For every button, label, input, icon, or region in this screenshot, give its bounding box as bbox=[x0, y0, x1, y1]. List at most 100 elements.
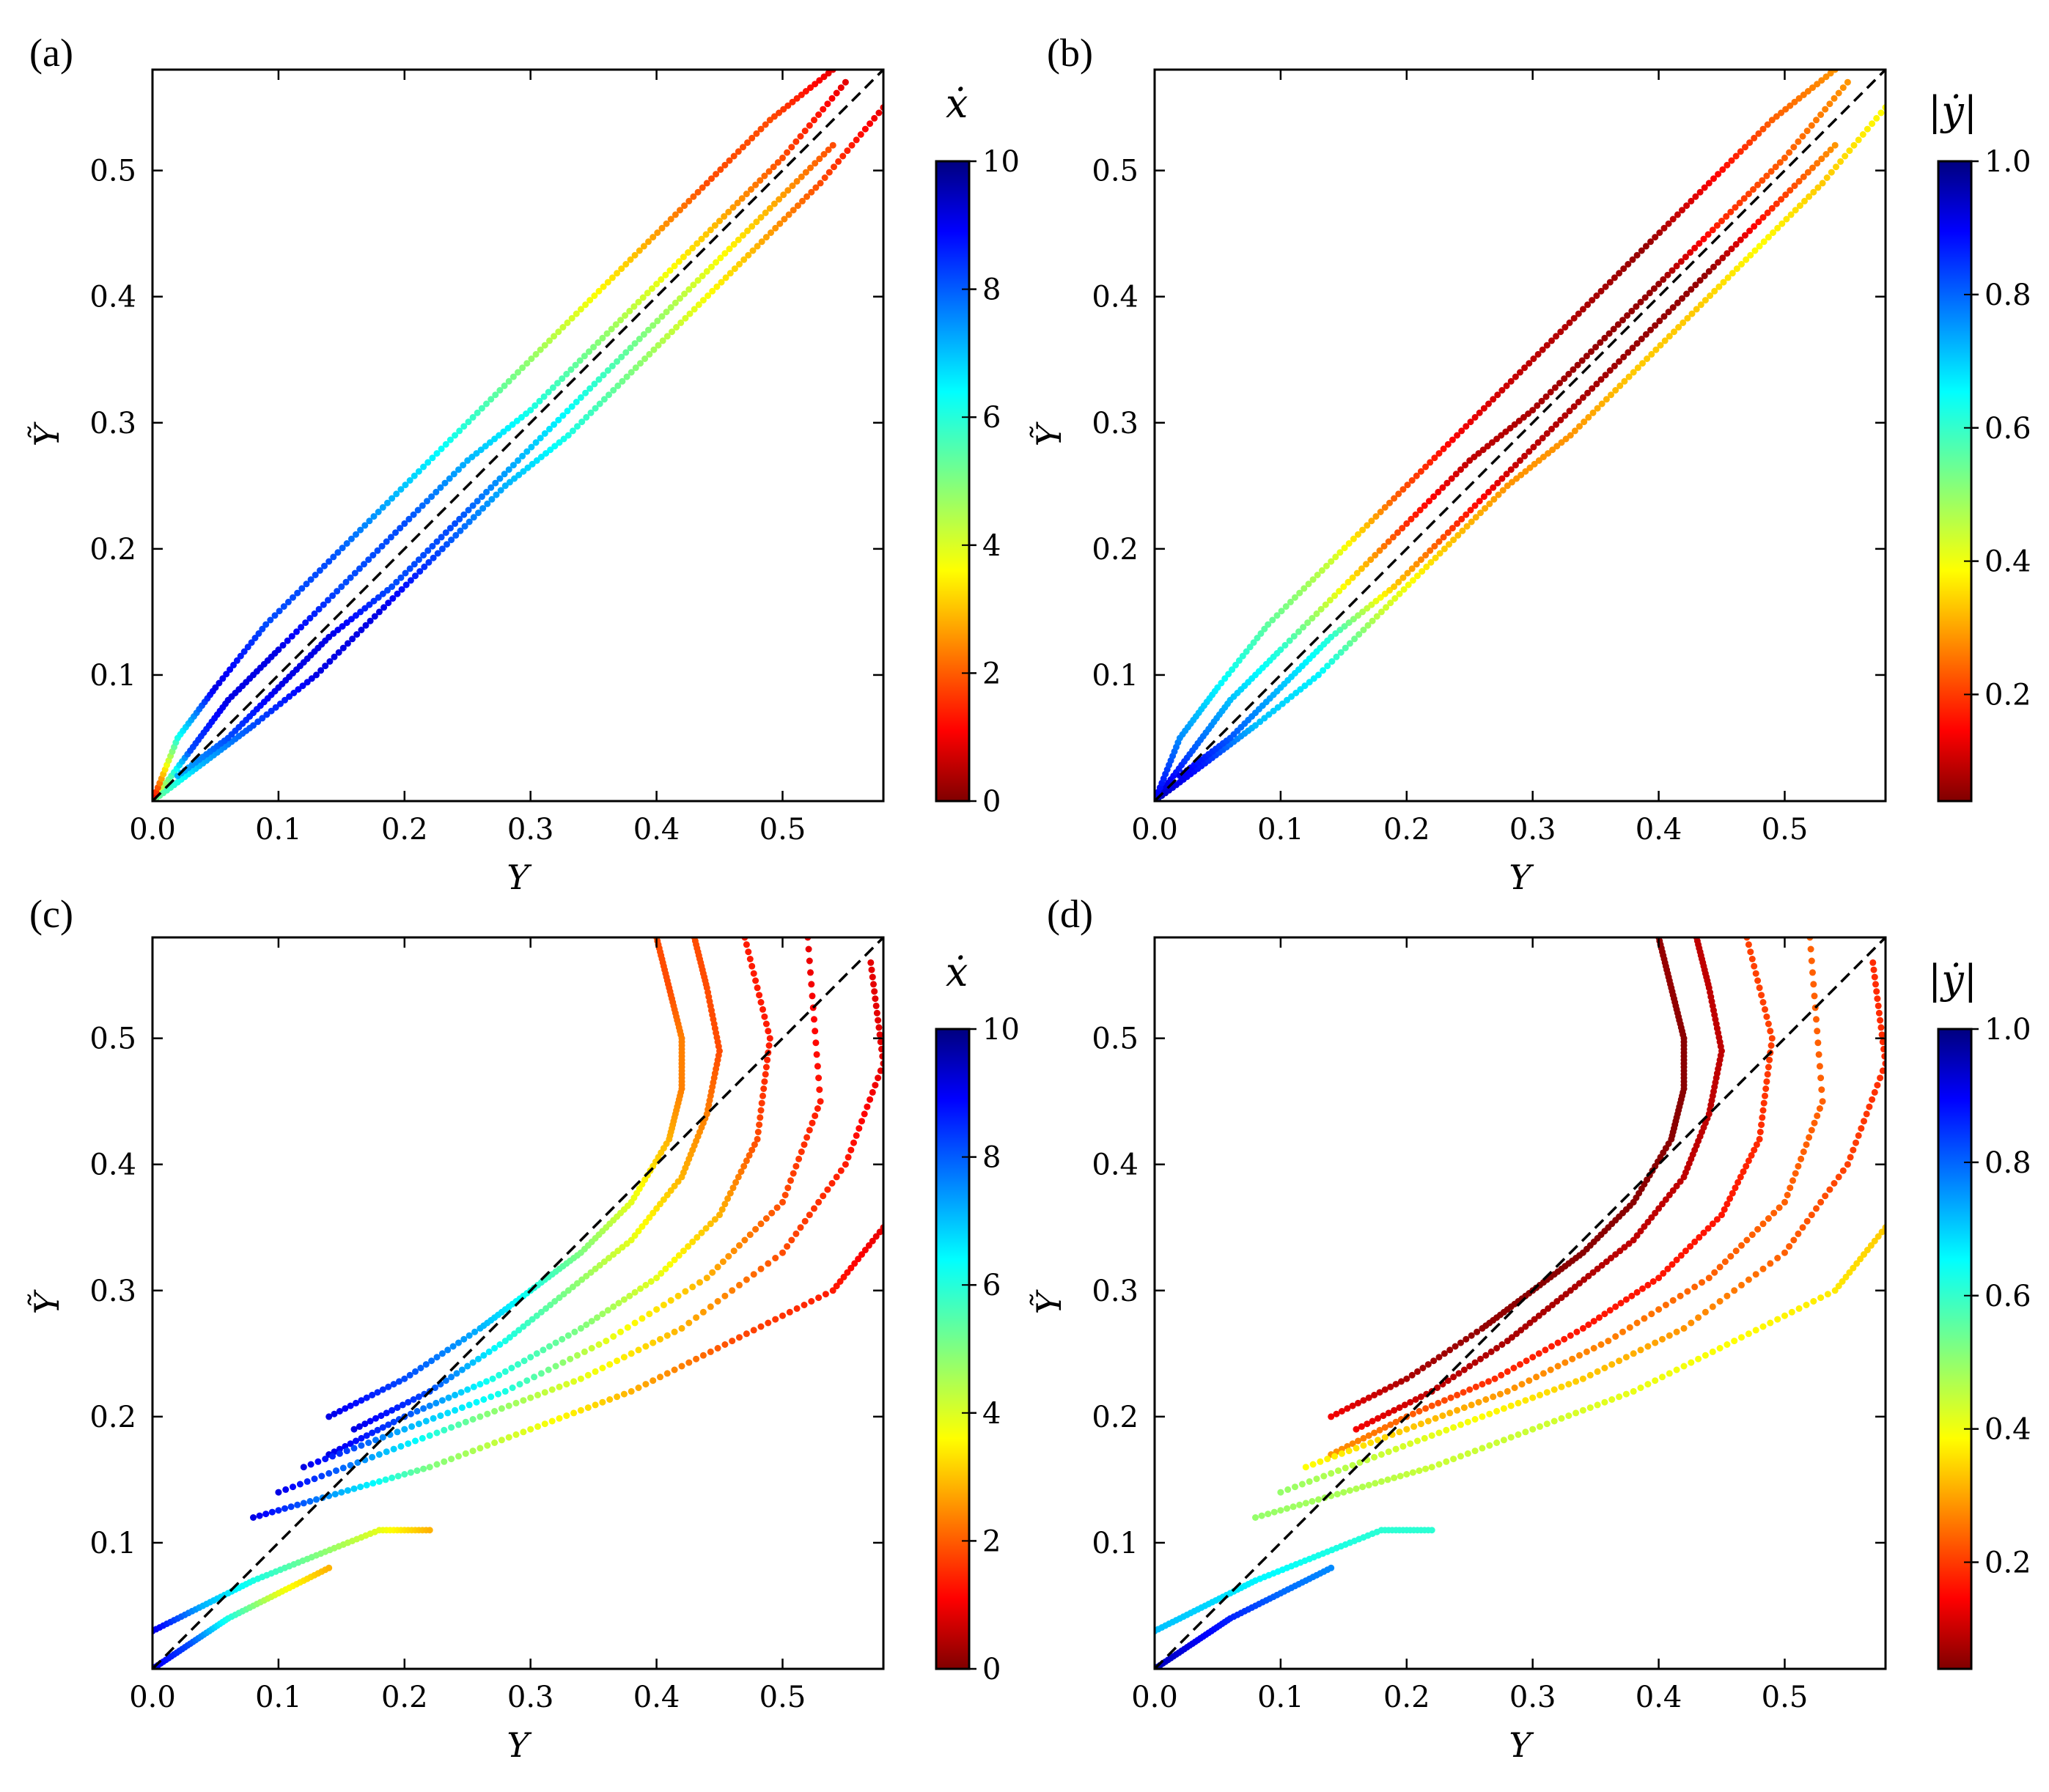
data-point bbox=[478, 405, 485, 412]
data-point bbox=[875, 1024, 883, 1031]
data-point bbox=[1468, 1332, 1475, 1339]
data-point bbox=[438, 534, 445, 541]
data-point bbox=[714, 1298, 721, 1305]
x-tick-label: 0.1 bbox=[1257, 813, 1304, 847]
data-point bbox=[689, 1283, 696, 1291]
data-point bbox=[748, 962, 756, 970]
data-point bbox=[1752, 1327, 1759, 1334]
data-point bbox=[1566, 408, 1573, 415]
data-point bbox=[1768, 204, 1776, 212]
data-point bbox=[1270, 1508, 1278, 1516]
data-point bbox=[798, 173, 805, 180]
data-point bbox=[603, 1338, 610, 1345]
data-point bbox=[1637, 1346, 1644, 1354]
data-point bbox=[671, 1328, 678, 1335]
data-point bbox=[336, 1408, 343, 1415]
axes-frame bbox=[151, 936, 885, 1670]
data-point bbox=[635, 298, 642, 306]
data-point bbox=[1404, 569, 1411, 577]
data-point bbox=[672, 299, 679, 306]
data-point bbox=[761, 172, 768, 180]
data-point bbox=[1372, 1480, 1379, 1487]
data-point bbox=[1743, 1236, 1751, 1244]
data-point bbox=[567, 1355, 574, 1363]
y-tick-label: 0.2 bbox=[1092, 533, 1138, 567]
data-point bbox=[865, 1242, 872, 1249]
series-traj3 bbox=[1328, 937, 1776, 1458]
data-point bbox=[1795, 1230, 1802, 1237]
data-point bbox=[1597, 1341, 1605, 1348]
data-point bbox=[699, 273, 706, 279]
data-point bbox=[1479, 1445, 1486, 1452]
data-point bbox=[1346, 1487, 1353, 1494]
data-point bbox=[1737, 236, 1744, 243]
x-tick-label: 0.1 bbox=[255, 813, 302, 847]
data-point bbox=[600, 283, 607, 290]
data-point bbox=[1616, 1393, 1623, 1401]
data-point bbox=[1471, 502, 1479, 509]
data-point bbox=[1444, 1377, 1452, 1384]
data-point bbox=[1331, 592, 1339, 600]
data-point bbox=[1403, 1471, 1410, 1478]
data-point bbox=[708, 263, 715, 270]
data-point bbox=[635, 1384, 642, 1391]
data-point bbox=[262, 621, 270, 628]
data-point bbox=[1446, 1346, 1454, 1354]
data-point bbox=[610, 1303, 617, 1310]
colorbar-tick-label: 1.0 bbox=[1984, 1013, 2031, 1047]
data-point bbox=[1562, 1291, 1570, 1298]
data-point bbox=[794, 202, 801, 210]
data-point bbox=[437, 484, 444, 491]
y-tick-label: 0.4 bbox=[1092, 281, 1138, 314]
data-point bbox=[1407, 1398, 1414, 1406]
data-point bbox=[307, 1461, 314, 1468]
data-point bbox=[1735, 1179, 1742, 1186]
data-point bbox=[807, 164, 814, 172]
data-point bbox=[1292, 594, 1298, 601]
data-point bbox=[851, 1260, 858, 1267]
data-point bbox=[594, 1314, 600, 1321]
data-point bbox=[614, 358, 621, 365]
data-point bbox=[1476, 498, 1483, 505]
data-point bbox=[248, 639, 255, 646]
data-point bbox=[1806, 1134, 1813, 1141]
data-point bbox=[581, 353, 588, 360]
data-point bbox=[1728, 157, 1735, 164]
data-point bbox=[1375, 1415, 1381, 1422]
data-point bbox=[1727, 208, 1735, 215]
data-point bbox=[1648, 1310, 1655, 1318]
data-point bbox=[1350, 535, 1357, 542]
data-point bbox=[1314, 572, 1321, 578]
data-point bbox=[1630, 369, 1637, 376]
data-point bbox=[1652, 234, 1659, 241]
data-point bbox=[1467, 506, 1474, 514]
data-point bbox=[1530, 443, 1537, 451]
data-point bbox=[420, 1405, 427, 1412]
data-point bbox=[805, 945, 812, 953]
data-point bbox=[753, 130, 760, 137]
data-point bbox=[1666, 333, 1673, 340]
data-point bbox=[523, 410, 530, 417]
data-point bbox=[1850, 1146, 1857, 1154]
data-point bbox=[1871, 973, 1878, 981]
data-point bbox=[637, 1285, 644, 1292]
data-point bbox=[1570, 366, 1577, 373]
data-point bbox=[1601, 1310, 1608, 1318]
data-point bbox=[1787, 102, 1794, 109]
data-point bbox=[358, 627, 365, 633]
data-point bbox=[658, 224, 666, 232]
data-point bbox=[746, 1151, 753, 1159]
data-point bbox=[1813, 1205, 1820, 1212]
data-point bbox=[1688, 197, 1695, 204]
data-point bbox=[1229, 666, 1236, 674]
data-point bbox=[671, 1182, 678, 1190]
data-point bbox=[1376, 547, 1383, 554]
data-point bbox=[1562, 435, 1570, 443]
data-point bbox=[1732, 240, 1740, 248]
data-point bbox=[1733, 265, 1740, 273]
data-point bbox=[415, 468, 422, 475]
data-point bbox=[1284, 696, 1290, 704]
data-point bbox=[1704, 231, 1712, 238]
data-point bbox=[1702, 1308, 1709, 1316]
data-point bbox=[1482, 1396, 1490, 1403]
